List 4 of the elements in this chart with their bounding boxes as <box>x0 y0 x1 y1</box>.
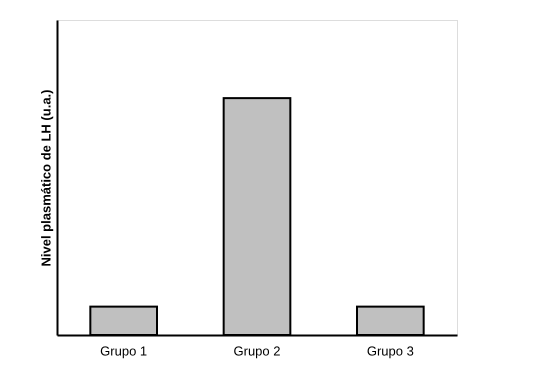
x-tick-label: Grupo 1 <box>100 344 148 358</box>
x-tick-label: Grupo 2 <box>234 344 280 358</box>
x-tick-label: Grupo 3 <box>366 344 414 358</box>
y-axis-title: Nivel plasmático de LH (u.a.) <box>38 90 54 266</box>
